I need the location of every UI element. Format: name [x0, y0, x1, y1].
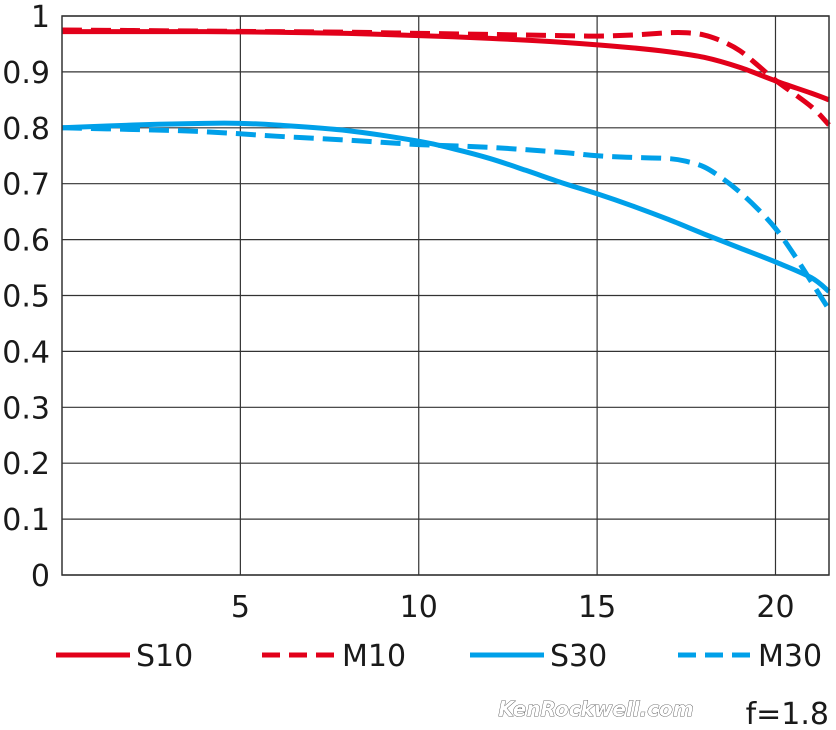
x-axis-ticks: 5 10 15 20: [231, 590, 795, 625]
y-tick-label: 0.7: [2, 168, 50, 203]
series-lines: [61, 27, 832, 311]
x-tick-label: 10: [400, 590, 438, 625]
y-axis-ticks: 0 0.1 0.2 0.3 0.4 0.5 0.6 0.7 0.8 0.9 1: [2, 0, 50, 594]
grid: [62, 15, 829, 576]
y-tick-label: 0.5: [2, 280, 50, 315]
y-tick-label: 0.9: [2, 56, 50, 91]
y-tick-label: 0.8: [2, 112, 50, 147]
y-tick-label: 0.6: [2, 224, 50, 259]
series-line-m30: [61, 125, 832, 311]
series-line-m10: [61, 27, 831, 127]
x-tick-label: 15: [578, 590, 616, 625]
y-tick-label: 1: [31, 0, 50, 35]
legend-label-s30: S30: [550, 639, 607, 674]
y-tick-label: 0.4: [2, 335, 50, 370]
x-tick-label: 20: [756, 590, 794, 625]
plot-frame: [61, 15, 830, 576]
x-tick-label: 5: [231, 590, 250, 625]
series-line-s10: [62, 29, 830, 103]
y-tick-label: 0: [31, 559, 50, 594]
legend-label-m30: M30: [758, 639, 822, 674]
y-tick-label: 0.3: [2, 391, 50, 426]
series-line-s30: [61, 120, 831, 294]
legend: S10 M10 S30 M30: [56, 639, 822, 674]
y-tick-label: 0.2: [2, 447, 50, 482]
y-tick-label: 0.1: [2, 503, 50, 538]
legend-label-s10: S10: [136, 639, 193, 674]
aperture-annotation: f=1.8: [746, 697, 829, 730]
watermark-text: KenRockwell.com: [498, 697, 693, 721]
legend-label-m10: M10: [342, 639, 406, 674]
